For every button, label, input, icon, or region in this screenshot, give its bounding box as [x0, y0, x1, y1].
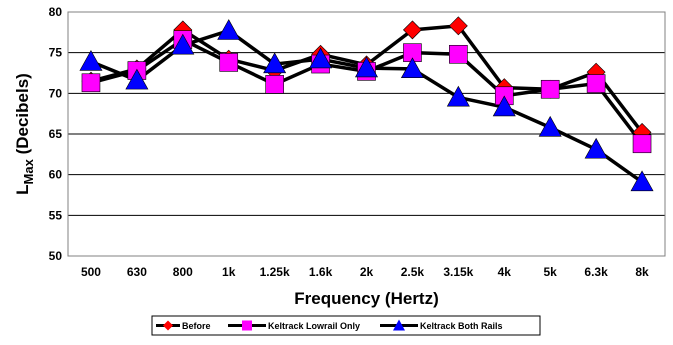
y-tick-label: 80	[49, 5, 63, 19]
data-point-triangle	[400, 57, 424, 79]
y-axis-ticks: 50 55 60 65 70 75 80	[49, 5, 63, 263]
x-tick-label: 500	[81, 265, 101, 279]
x-tick-label: 800	[173, 265, 193, 279]
data-point-triangle	[125, 68, 149, 90]
data-point-square	[632, 134, 652, 154]
y-tick-label: 50	[49, 249, 63, 263]
x-tick-label: 1.25k	[260, 265, 290, 279]
data-point-triangle	[446, 85, 470, 107]
x-tick-label: 3.15k	[443, 265, 473, 279]
data-point-square	[449, 44, 468, 64]
x-tick-label: 1.6k	[309, 265, 333, 279]
y-tick-label: 65	[49, 127, 63, 141]
x-tick-label: 2.5k	[401, 265, 425, 279]
x-axis-ticks: 500 630 800 1k 1.25k 1.6k 2k 2.5k 3.15k 4k 5k 6.3k 8…	[81, 265, 649, 279]
series-markers	[79, 16, 654, 192]
data-point-triangle	[217, 19, 241, 40]
y-tick-label: 55	[49, 208, 63, 222]
legend: Before Keltrack Lowrail Only Keltrack Both…	[151, 315, 541, 336]
plot-area	[67, 11, 666, 257]
data-point-square	[219, 53, 239, 72]
legend-label: Keltrack Lowrail Only	[268, 321, 360, 331]
x-tick-label: 630	[127, 265, 147, 279]
data-point-triangle	[354, 56, 379, 78]
data-point-triangle	[492, 95, 516, 117]
data-point-triangle	[309, 47, 333, 69]
x-tick-label: 1k	[222, 265, 236, 279]
y-axis-title-sub: Max	[21, 158, 36, 184]
data-point-square	[81, 73, 101, 93]
data-point-triangle	[584, 137, 608, 159]
x-tick-label: 6.3k	[584, 265, 608, 279]
data-point-triangle	[79, 49, 103, 71]
legend-label: Keltrack Both Rails	[420, 321, 503, 331]
data-point-diamond	[402, 20, 422, 40]
y-tick-label: 75	[49, 46, 63, 60]
legend-label: Before	[182, 321, 211, 331]
series-lines	[90, 24, 644, 184]
x-tick-label: 2k	[360, 265, 374, 279]
data-point-triangle	[630, 170, 654, 192]
x-tick-label: 4k	[498, 265, 512, 279]
data-point-square	[540, 79, 560, 99]
data-point-triangle	[171, 33, 195, 55]
data-point-triangle	[538, 115, 562, 137]
data-point-diamond	[448, 16, 468, 36]
y-tick-label: 70	[49, 86, 63, 100]
y-tick-label: 60	[49, 168, 63, 182]
data-point-square	[586, 74, 606, 93]
x-tick-label: 5k	[544, 265, 558, 279]
y-axis-title-main: L	[13, 184, 32, 194]
y-axis-title-rest: (Decibels)	[13, 73, 32, 159]
y-axis-title: LMax (Decibels)	[13, 73, 36, 195]
x-axis-title: Frequency (Hertz)	[294, 289, 439, 308]
legend-marker-square	[242, 320, 252, 331]
data-point-square	[265, 75, 284, 94]
legend-marker-diamond	[163, 320, 173, 331]
grid-lines	[68, 11, 665, 257]
data-point-triangle	[263, 52, 287, 74]
x-tick-label: 8k	[635, 265, 649, 279]
legend-marker-triangle	[393, 319, 405, 331]
